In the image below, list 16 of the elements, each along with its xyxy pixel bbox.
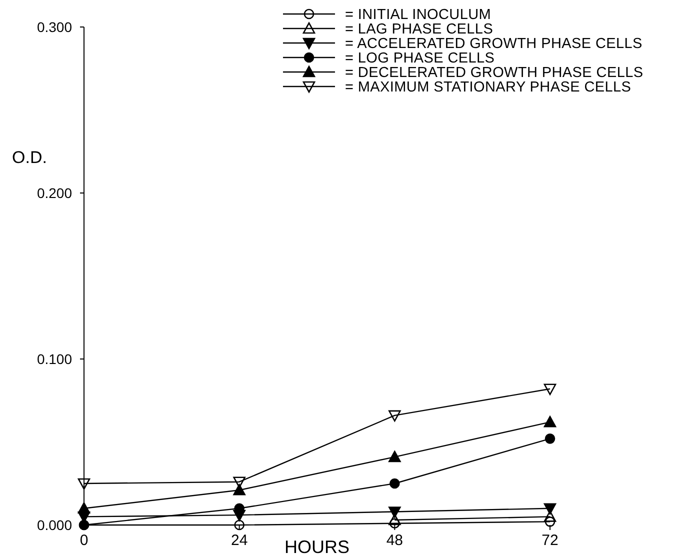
- y-tick-label: 0.200: [36, 184, 72, 201]
- x-tick-label: 48: [386, 532, 404, 549]
- legend-label: = LAG PHASE CELLS: [345, 22, 494, 38]
- legend-label: = DECELERATED GROWTH PHASE CELLS: [345, 65, 644, 82]
- y-tick-label: 0.100: [36, 350, 72, 367]
- legend-label: = MAXIMUM STATIONARY PHASE CELLS: [345, 80, 632, 96]
- y-axis-title: O.D.: [12, 148, 47, 167]
- x-tick-label: 24: [230, 532, 248, 549]
- legend-label: = ACCELERATED GROWTH PHASE CELLS: [345, 36, 642, 52]
- legend-label: = LOG PHASE CELLS: [345, 50, 495, 67]
- x-axis-title: HOURS: [284, 537, 350, 557]
- x-tick-label: 72: [542, 532, 558, 549]
- legend-label: = INITIAL INOCULUM: [345, 7, 492, 24]
- y-tick-label: 0.300: [36, 18, 72, 35]
- x-tick-label: 0: [80, 532, 88, 549]
- y-tick-label: 0.000: [36, 516, 72, 533]
